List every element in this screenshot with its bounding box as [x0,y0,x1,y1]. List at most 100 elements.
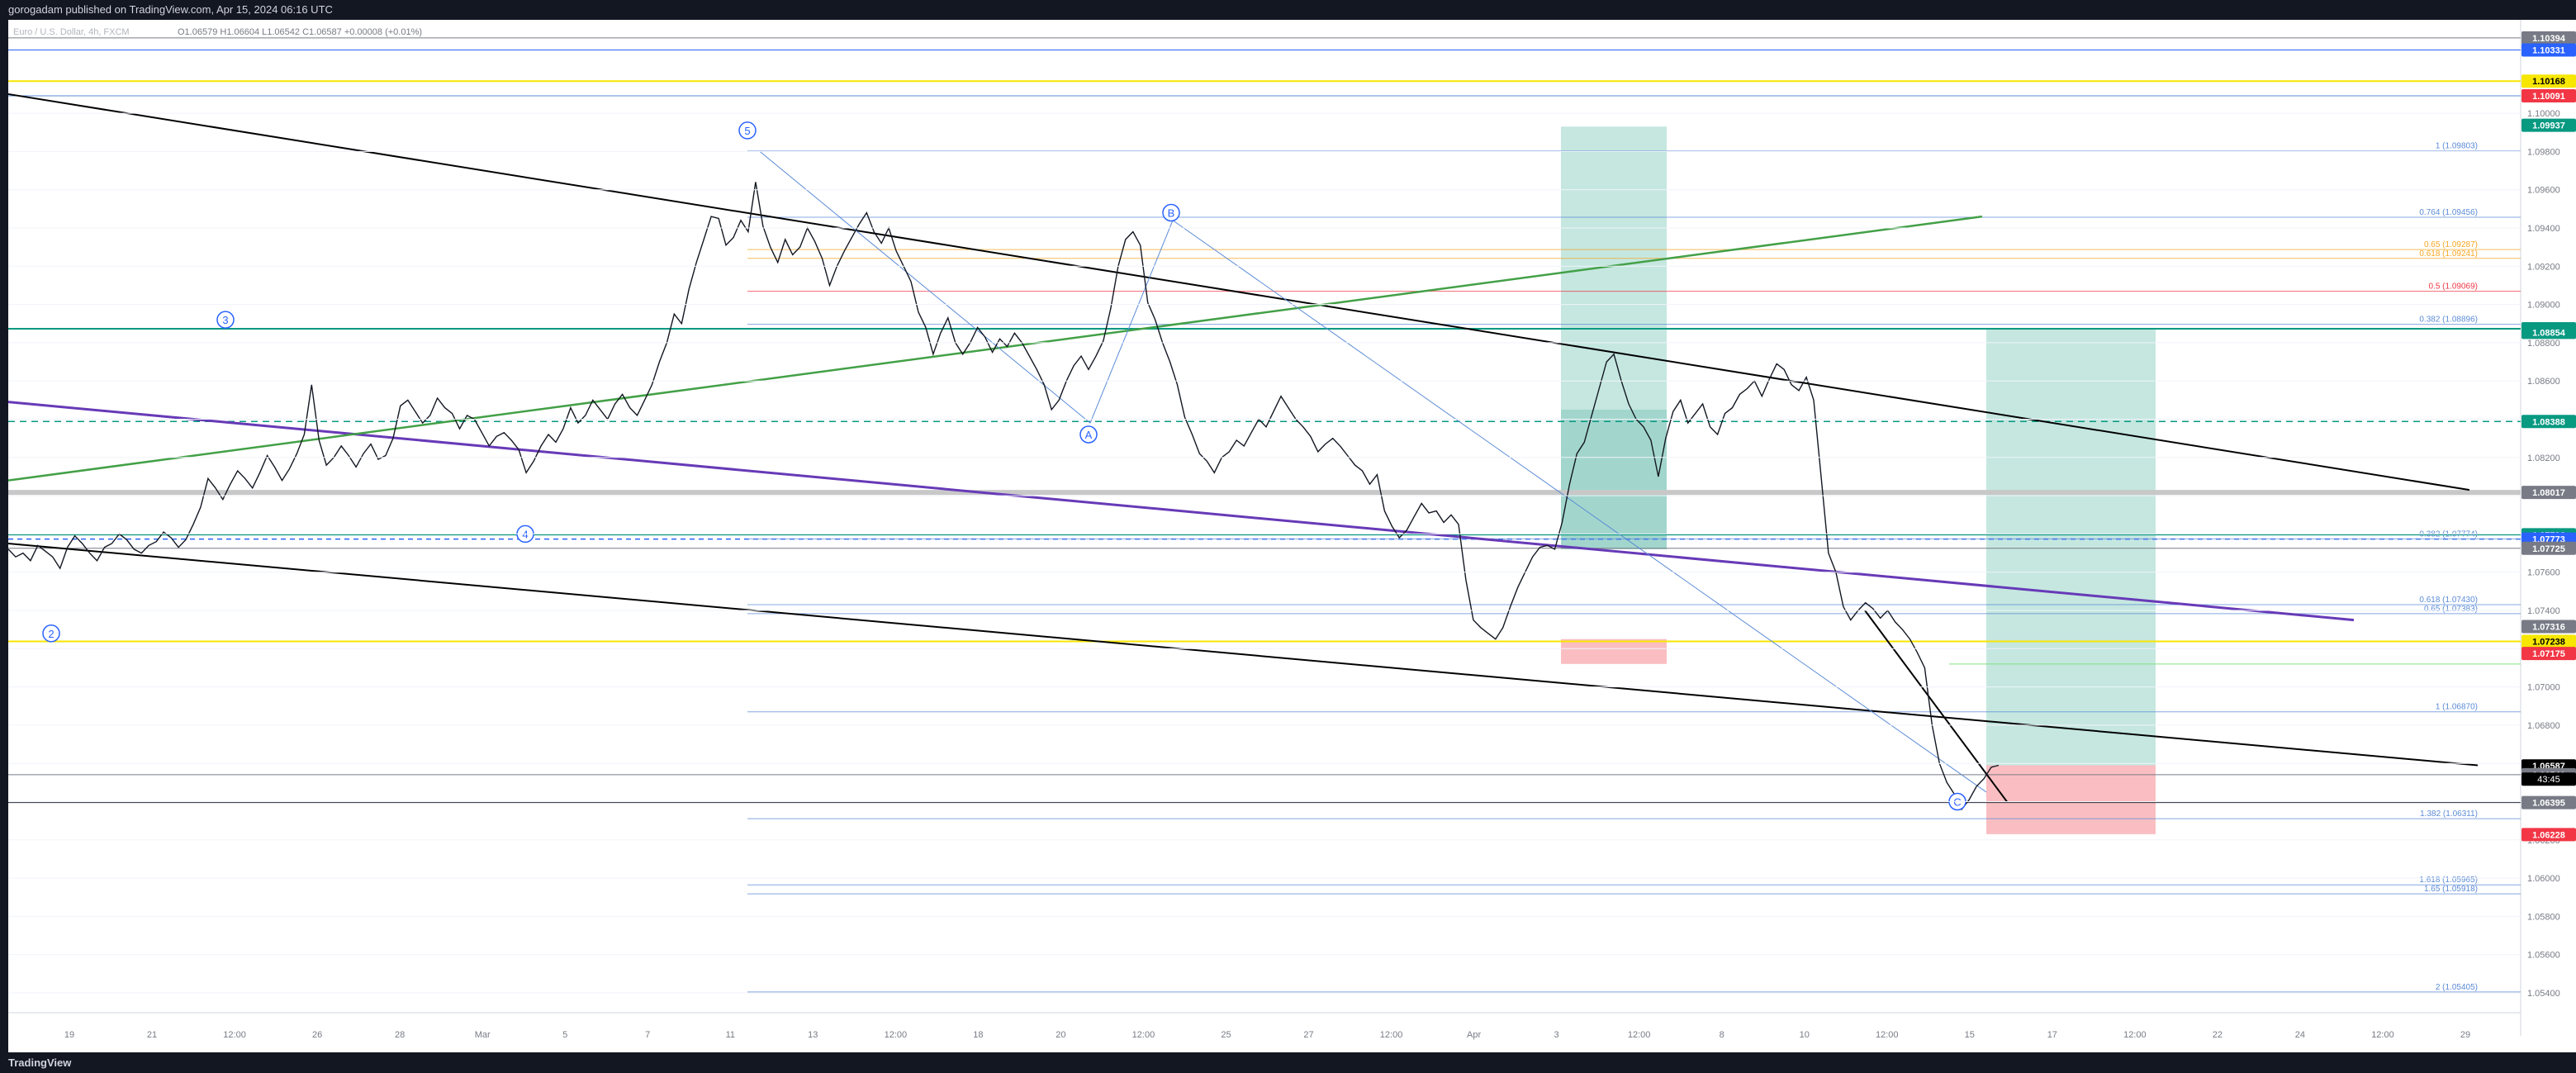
x-tick-label: 19 [64,1030,74,1040]
trend-lines [7,93,2479,803]
y-tick-label: 1.10000 [2527,109,2560,119]
x-tick-label: 21 [147,1030,157,1040]
fib-level-label: 0.382 (1.08896) [2419,316,2478,325]
symbol-line: Euro / U.S. Dollar, 4h, FXCM [13,27,130,37]
trend-line [1089,220,1174,424]
fib-level-label: 0.65 (1.09287) [2424,240,2478,249]
y-tick-label: 1.09600 [2527,186,2560,196]
price-label-box [2521,118,2576,132]
trend-line [1864,610,2008,803]
wave-label-2: 2 [42,624,60,643]
x-tick-label: Apr [1467,1030,1481,1040]
x-tick-label: Mar [475,1030,491,1040]
price-label-box [2521,647,2576,661]
publish-line: gorogadam published on TradingView.com, … [8,3,333,16]
x-tick-label: 18 [973,1030,983,1040]
price-label-box [2521,31,2576,45]
fib-level-label: 0.5 (1.09069) [2429,282,2479,292]
x-tick-label: 12:00 [885,1030,908,1040]
y-tick-label: 1.07400 [2527,606,2560,616]
x-tick-label: 7 [645,1030,650,1040]
x-tick-label: 12:00 [1876,1030,1899,1040]
chart-background [0,20,2576,1052]
x-tick-label: 20 [1056,1030,1065,1040]
trend-line [7,93,2470,491]
wave-label-A: A [1079,425,1098,444]
price-label-text: 1.08017 [2532,488,2565,498]
wave-label-5: 5 [738,121,757,140]
y-tick-label: 1.07000 [2527,683,2560,693]
price-label-box [2521,620,2576,634]
x-tick-label: 3 [1554,1030,1559,1040]
x-tick-label: 27 [1303,1030,1313,1040]
y-tick-label: 1.05800 [2527,912,2560,922]
x-tick-label: 13 [808,1030,818,1040]
long-stop-zone [1561,639,1667,664]
long2-stop-zone [1986,765,2156,834]
x-tick-label: 8 [1720,1030,1724,1040]
x-tick-label: 5 [562,1030,567,1040]
x-tick-label: 22 [2213,1030,2223,1040]
x-tick-label: 12:00 [1132,1030,1155,1040]
x-tick-label: 12:00 [2371,1030,2394,1040]
fib-level-label: 1.618 (1.05965) [2419,876,2478,885]
wave-label-circle [1162,203,1180,222]
x-tick-label: 12:00 [2123,1030,2147,1040]
horizontal-lines [8,37,2521,993]
x-tick-label: 17 [2047,1030,2057,1040]
x-tick-label: 12:00 [223,1030,246,1040]
y-tick-label: 1.09400 [2527,224,2560,234]
y-tick-label: 1.07600 [2527,568,2560,578]
trend-line [7,215,1983,482]
price-label-text: 1.10331 [2532,45,2565,55]
chart-area[interactable]: Euro / U.S. Dollar, 4h, FXCM O1.06579 H1… [0,20,2576,1052]
wave-label-circle [1079,425,1098,444]
price-chart[interactable]: Euro / U.S. Dollar, 4h, FXCM O1.06579 H1… [0,20,2576,1052]
wave-label-B: B [1162,203,1180,222]
long2-profit-zone [1986,329,2156,766]
price-label-box [2521,828,2576,842]
price-label-text: 1.07175 [2532,649,2565,659]
y-tick-label: 1.09000 [2527,301,2560,311]
long-profit-zone [1561,126,1667,549]
x-tick-label: 10 [1800,1030,1810,1040]
price-label-box [2521,415,2576,429]
y-tick-label: 1.05400 [2527,989,2560,999]
wave-label-text: 5 [744,125,750,137]
fib-level-label: 1 (1.09803) [2436,142,2478,151]
fib-level-label: 2 (1.05405) [2436,983,2478,992]
x-tick-label: 12:00 [1380,1030,1403,1040]
price-label-text: 1.07238 [2532,638,2565,648]
y-tick-label: 1.09800 [2527,147,2560,157]
fib-level-label: 1 (1.06870) [2436,703,2478,712]
fib-level-label: 0.618 (1.07430) [2419,596,2478,605]
trend-line [7,542,2479,767]
price-label-text: 1.09937 [2532,121,2565,131]
long-entry-zone [1561,409,1667,549]
y-tick-label: 1.08800 [2527,339,2560,349]
tradingview-logo[interactable]: TradingView [8,1056,72,1069]
fib-level-label: 0.618 (1.09241) [2419,249,2478,259]
price-label-text: 1.07725 [2532,544,2565,554]
price-label-text: 1.07316 [2532,622,2565,632]
x-tick-label: 25 [1221,1030,1231,1040]
price-label-box [2521,634,2576,648]
price-label-box [2521,325,2576,339]
wave-label-text: B [1168,207,1175,219]
price-label-box [2521,43,2576,57]
trend-line [1172,220,1987,793]
fib-level-label: 1.65 (1.05918) [2424,885,2478,894]
fib-labels: 1 (1.09803) 0.764 (1.09456) 0.65 (1.09287)… [2419,142,2478,992]
price-label-box [2521,541,2576,555]
price-label-text: 1.06395 [2532,799,2565,809]
trend-line [759,151,1091,424]
price-label-text: 1.10091 [2532,92,2565,102]
y-tick-label: 1.08200 [2527,453,2560,463]
x-tick-label: 24 [2295,1030,2305,1040]
ohlc-line: O1.06579 H1.06604 L1.06542 C1.06587 +0.0… [178,27,422,37]
publish-bar: gorogadam published on TradingView.com, … [0,0,2576,20]
wave-label-circle [216,311,235,329]
price-label-box [2521,795,2576,809]
y-tick-label: 1.06800 [2527,721,2560,731]
